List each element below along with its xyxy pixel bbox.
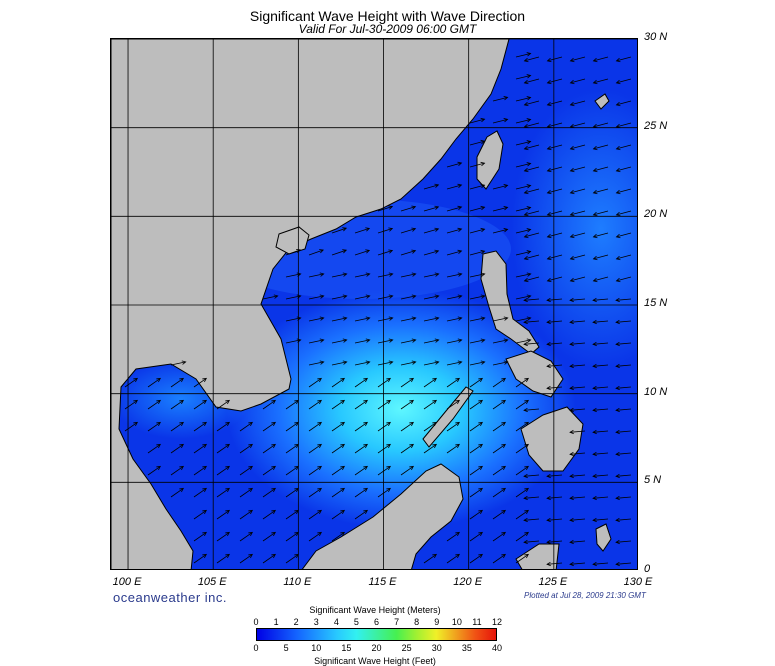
latitude-label: 10 N bbox=[644, 385, 668, 398]
feet-tick-label: 40 bbox=[491, 643, 503, 653]
meters-tick-label: 7 bbox=[394, 617, 400, 627]
latitude-label: 30 N bbox=[644, 31, 668, 43]
visayas-islands bbox=[505, 350, 564, 398]
feet-tick-label: 15 bbox=[341, 643, 352, 653]
latitude-label: 25 N bbox=[644, 119, 668, 132]
map-title: Significant Wave Height with Wave Direct… bbox=[249, 8, 526, 24]
meters-tick-label: 10 bbox=[451, 617, 462, 627]
meters-tick-label: 4 bbox=[333, 617, 339, 627]
longitude-label: 120 E bbox=[453, 576, 483, 588]
hainan-island bbox=[275, 226, 310, 255]
halmahera-island bbox=[595, 523, 612, 552]
meters-tick-label: 2 bbox=[293, 617, 299, 627]
legend-feet-title: Significant Wave Height (Feet) bbox=[314, 656, 436, 666]
lat-lon-grid bbox=[111, 39, 637, 569]
latitude-label: 5 N bbox=[644, 474, 662, 487]
map-subtitle: Valid For Jul-30-2009 06:00 GMT bbox=[298, 22, 477, 36]
meters-tick-label: 1 bbox=[273, 617, 279, 627]
feet-tick-label: 20 bbox=[371, 643, 382, 653]
mindanao-island bbox=[520, 406, 584, 472]
wave-height-colorbar bbox=[256, 628, 497, 641]
luzon-island bbox=[480, 250, 540, 355]
plotted-timestamp: Plotted at Jul 28, 2009 21:30 GMT bbox=[524, 591, 646, 600]
feet-tick-label: 35 bbox=[461, 643, 472, 653]
latitude-label: 15 N bbox=[644, 297, 668, 309]
palawan-island bbox=[422, 386, 474, 448]
meters-tick-label: 9 bbox=[434, 617, 440, 627]
legend-meters-title: Significant Wave Height (Meters) bbox=[309, 605, 441, 615]
borneo-island bbox=[301, 463, 464, 569]
latitude-label: 20 N bbox=[644, 208, 668, 221]
map-canvas bbox=[111, 39, 637, 569]
mainland-landmass bbox=[111, 39, 510, 569]
feet-tick-label: 25 bbox=[401, 643, 412, 653]
latitude-label: 0 bbox=[644, 563, 651, 575]
longitude-label: 110 E bbox=[283, 576, 312, 588]
meters-tick-label: 11 bbox=[472, 617, 482, 627]
feet-tick-label: 10 bbox=[311, 643, 322, 653]
longitude-label: 115 E bbox=[368, 576, 397, 588]
longitude-label: 100 E bbox=[112, 576, 142, 588]
longitude-label: 125 E bbox=[538, 576, 568, 588]
sulawesi-island bbox=[515, 543, 560, 569]
longitude-label: 105 E bbox=[197, 576, 227, 588]
feet-tick-label: 30 bbox=[431, 643, 442, 653]
ryukyu-islands bbox=[594, 93, 610, 110]
wave-height-map[interactable] bbox=[110, 38, 638, 570]
feet-tick-label: 0 bbox=[253, 643, 259, 653]
meters-tick-label: 12 bbox=[491, 617, 503, 627]
longitude-label: 130 E bbox=[623, 576, 653, 588]
wave-direction-arrows bbox=[124, 52, 632, 567]
meters-tick-label: 8 bbox=[414, 617, 420, 627]
meters-tick-label: 6 bbox=[373, 617, 380, 627]
meters-tick-label: 0 bbox=[253, 617, 259, 627]
taiwan-island bbox=[476, 130, 504, 190]
company-logo-text: oceanweather inc. bbox=[113, 590, 228, 605]
meters-tick-label: 3 bbox=[313, 617, 319, 627]
meters-tick-label: 5 bbox=[353, 617, 359, 627]
feet-tick-label: 5 bbox=[283, 643, 289, 653]
